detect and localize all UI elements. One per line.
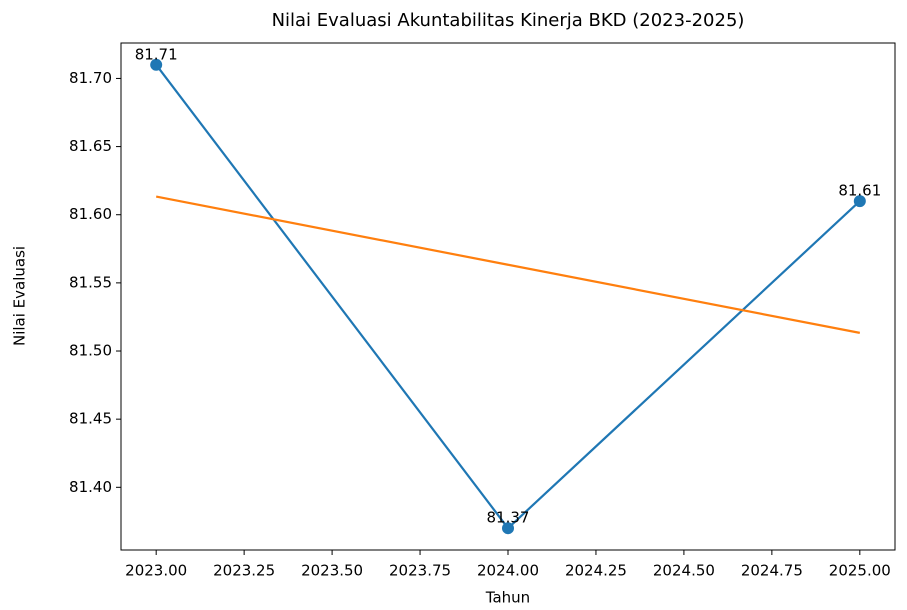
series-line <box>155 64 861 530</box>
x-tick-label: 2024.00 <box>477 562 539 580</box>
chart-title: Nilai Evaluasi Akuntabilitas Kinerja BKD… <box>272 10 745 31</box>
data-label: 81.61 <box>838 182 881 200</box>
x-axis-label: Tahun <box>485 589 530 607</box>
y-axis-label: Nilai Evaluasi <box>11 246 29 346</box>
y-tick-label: 81.60 <box>69 205 112 223</box>
x-tick-label: 2023.25 <box>213 562 275 580</box>
x-tick-label: 2024.50 <box>653 562 715 580</box>
data-label: 81.71 <box>135 45 178 63</box>
y-tick-label: 81.45 <box>69 410 112 428</box>
y-tick-label: 81.50 <box>69 342 112 360</box>
x-tick-label: 2024.25 <box>565 562 627 580</box>
point <box>853 195 866 208</box>
x-tick-label: 2023.50 <box>301 562 363 580</box>
y-tick-label: 81.70 <box>69 69 112 87</box>
y-tick-label: 81.55 <box>69 273 112 291</box>
x-tick-label: 2023.00 <box>125 562 187 580</box>
y-tick-label: 81.40 <box>69 478 112 496</box>
x-tick-label: 2023.75 <box>389 562 451 580</box>
point <box>150 58 163 71</box>
y-tick-label: 81.65 <box>69 137 112 155</box>
data-label: 81.37 <box>487 509 530 527</box>
x-tick-label: 2025.00 <box>829 562 891 580</box>
plot-frame <box>120 42 896 551</box>
series-line <box>155 195 861 334</box>
point <box>502 522 514 535</box>
x-tick-label: 2024.75 <box>741 562 803 580</box>
